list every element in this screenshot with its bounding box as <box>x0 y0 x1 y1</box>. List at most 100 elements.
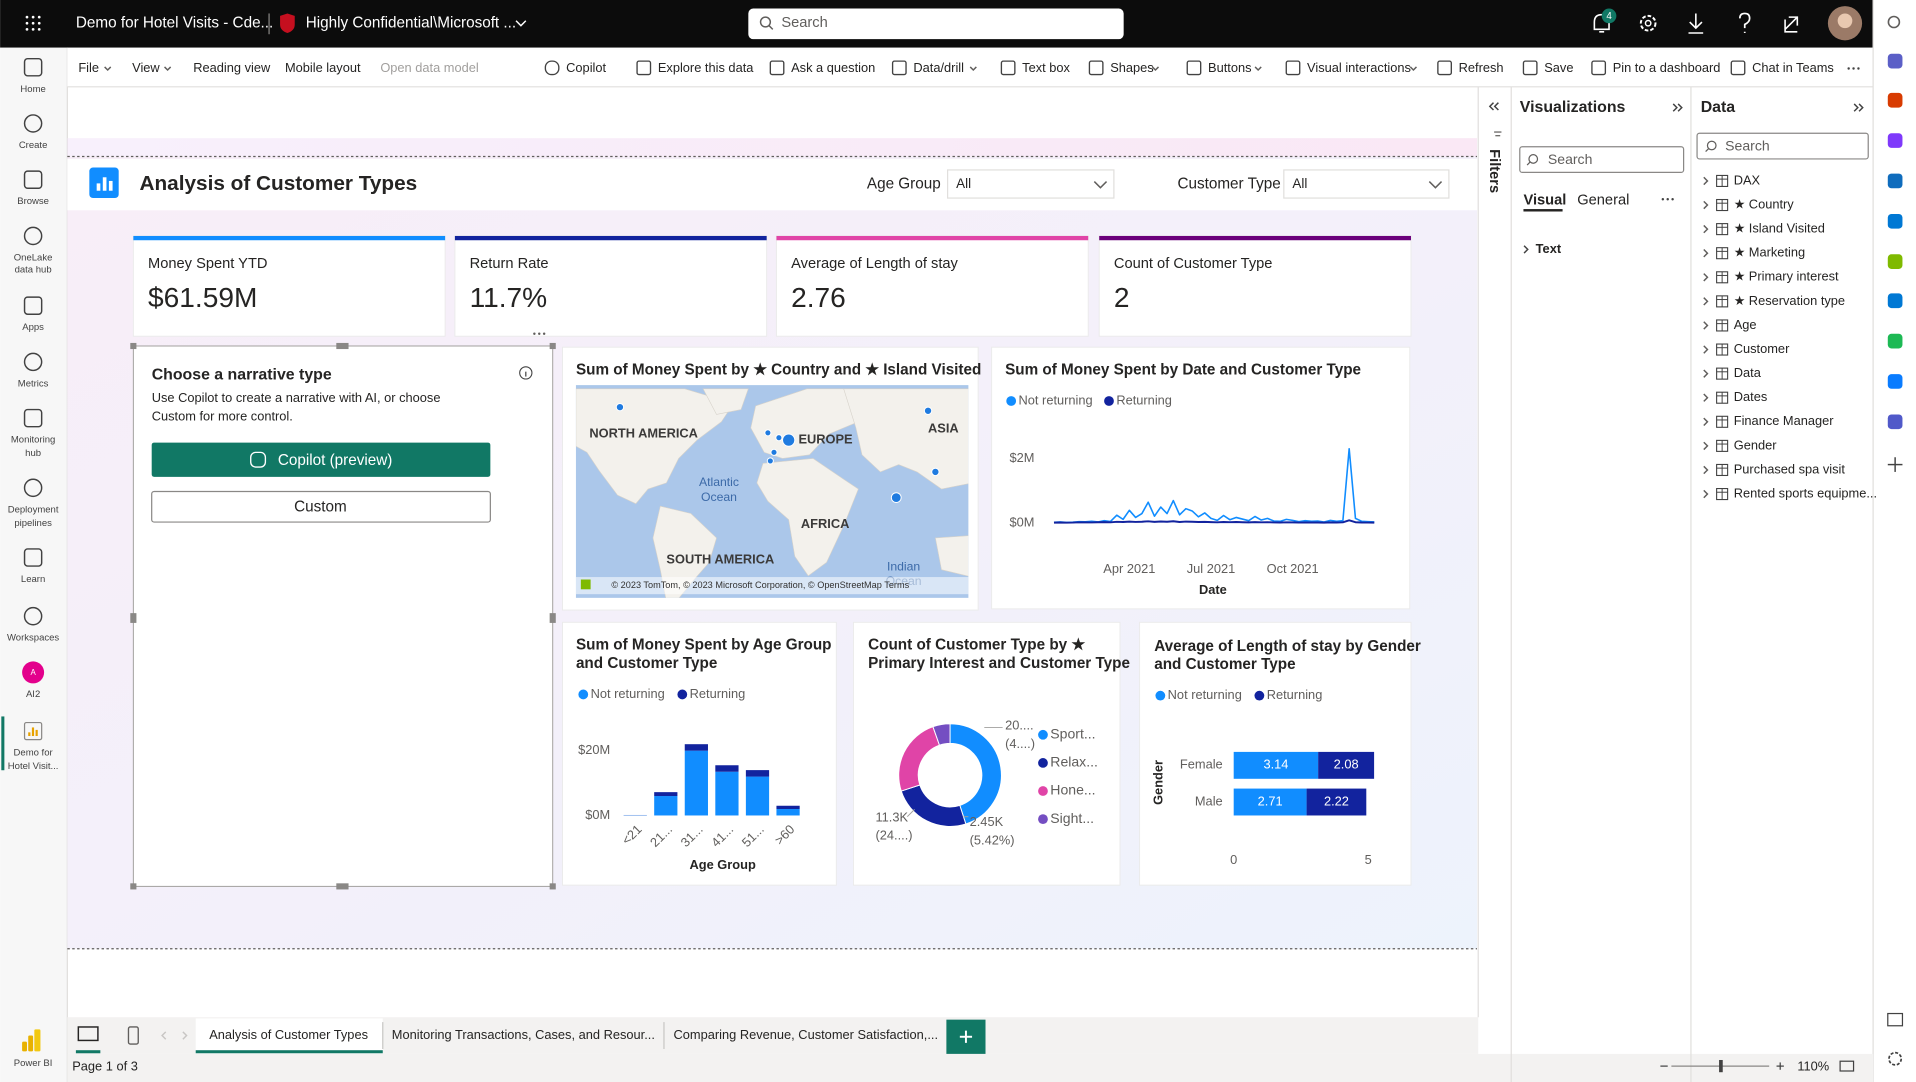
copilot-button[interactable] <box>151 442 491 477</box>
toolbar-button[interactable]: Reading view <box>193 60 271 75</box>
page-tab[interactable]: Monitoring Transactions, Cases, and Reso… <box>392 1027 655 1042</box>
app-icon[interactable] <box>1887 92 1903 108</box>
map-bubble[interactable] <box>615 402 625 412</box>
nav-icon[interactable] <box>23 226 43 246</box>
bar-segment[interactable] <box>654 796 678 816</box>
pane-search[interactable] <box>1696 132 1869 160</box>
resize-handle[interactable] <box>549 613 556 623</box>
nav-icon[interactable] <box>23 606 43 626</box>
bar-segment[interactable] <box>1233 751 1319 779</box>
resize-handle[interactable] <box>549 883 556 890</box>
nav-icon[interactable] <box>23 114 43 133</box>
filters-pane-label[interactable]: Filters <box>1486 149 1502 193</box>
map-bubble[interactable] <box>923 406 933 415</box>
bar-segment[interactable] <box>1306 788 1367 816</box>
nav-icon[interactable] <box>23 57 43 77</box>
nav-icon[interactable] <box>23 408 43 428</box>
toolbar-button[interactable]: Open data model <box>380 60 478 75</box>
page-tab[interactable]: Analysis of Customer Types <box>209 1027 368 1042</box>
bar-segment[interactable] <box>1233 788 1307 816</box>
nav-icon[interactable] <box>23 548 43 567</box>
toolbar-button[interactable]: Ask a question <box>791 60 875 75</box>
data-table[interactable]: Finance Manager <box>1734 413 1835 428</box>
custom-button[interactable] <box>151 490 491 523</box>
nav-icon[interactable] <box>23 170 43 190</box>
data-table[interactable]: ★ Island Visited <box>1734 221 1825 236</box>
resize-handle[interactable] <box>336 883 349 890</box>
data-table[interactable]: Gender <box>1734 437 1778 452</box>
share-icon[interactable] <box>1784 16 1799 33</box>
map-bubble[interactable] <box>764 429 772 437</box>
workspace-badge[interactable] <box>22 661 45 684</box>
data-table[interactable]: Age <box>1734 317 1757 332</box>
resize-handle[interactable] <box>336 342 349 350</box>
data-table[interactable]: ★ Marketing <box>1734 245 1805 260</box>
bar-segment[interactable] <box>745 770 770 777</box>
toolbar-button[interactable]: View <box>132 60 160 75</box>
toolbar-button[interactable]: Explore this data <box>658 60 754 75</box>
toolbar-button[interactable]: Copilot <box>566 60 606 75</box>
toolbar-button[interactable]: Visual interactions <box>1307 60 1411 75</box>
data-table[interactable]: Data <box>1734 365 1762 380</box>
bar-segment[interactable] <box>776 805 800 809</box>
data-table[interactable]: Dates <box>1734 389 1768 404</box>
data-table[interactable]: ★ Reservation type <box>1734 293 1845 308</box>
toolbar-button[interactable]: Refresh <box>1459 60 1504 75</box>
toolbar-button[interactable]: Pin to a dashboard <box>1613 60 1721 75</box>
bar-segment[interactable] <box>745 776 770 816</box>
bar-segment[interactable] <box>776 808 800 816</box>
donut-slice[interactable] <box>932 723 951 746</box>
map-bubble[interactable] <box>770 448 778 456</box>
data-table[interactable]: ★ Country <box>1734 196 1795 211</box>
data-table[interactable]: ★ Primary interest <box>1734 269 1839 284</box>
data-table[interactable]: Rented sports equipme... <box>1734 485 1877 500</box>
data-table[interactable]: Purchased spa visit <box>1734 461 1846 476</box>
toolbar-button[interactable]: Shapes <box>1110 60 1154 75</box>
app-icon[interactable] <box>1887 133 1903 148</box>
data-table[interactable]: Customer <box>1734 341 1790 356</box>
toolbar-button[interactable]: File <box>78 60 99 75</box>
resize-handle[interactable] <box>549 342 556 350</box>
app-icon[interactable] <box>1887 213 1903 229</box>
format-section[interactable]: Text <box>1536 241 1562 256</box>
app-icon[interactable] <box>1887 173 1903 189</box>
zoom-thumb[interactable] <box>1719 1059 1723 1073</box>
app-icon[interactable] <box>1887 414 1903 430</box>
data-table[interactable]: DAX <box>1734 172 1761 187</box>
slicer-dropdown[interactable] <box>1283 169 1450 199</box>
resize-handle[interactable] <box>130 342 137 350</box>
toolbar-button[interactable]: Chat in Teams <box>1752 60 1834 75</box>
toolbar-button[interactable]: Mobile layout <box>285 60 361 75</box>
toolbar-button[interactable]: Buttons <box>1208 60 1252 75</box>
settings-icon[interactable] <box>1639 14 1657 32</box>
pane-tab[interactable]: Visual <box>1523 192 1566 208</box>
app-icon[interactable] <box>1887 333 1903 349</box>
app-icon[interactable] <box>1887 254 1903 269</box>
bar-segment[interactable] <box>715 771 739 816</box>
bar-segment[interactable] <box>715 765 739 772</box>
map-bubble[interactable] <box>890 492 902 503</box>
nav-icon[interactable] <box>23 352 43 372</box>
download-icon[interactable] <box>1688 13 1704 34</box>
bar-segment[interactable] <box>1318 751 1375 779</box>
nav-icon[interactable] <box>23 478 43 498</box>
toolbar-button[interactable]: Data/drill <box>913 60 964 75</box>
map-bubble[interactable] <box>931 467 940 477</box>
help-icon[interactable] <box>1738 12 1751 34</box>
pane-tab[interactable]: General <box>1577 192 1629 208</box>
bar-segment[interactable] <box>684 750 708 816</box>
resize-handle[interactable] <box>130 883 137 890</box>
page-tab[interactable]: Comparing Revenue, Customer Satisfaction… <box>674 1027 939 1042</box>
map-bubble[interactable] <box>775 434 783 442</box>
resize-handle[interactable] <box>130 613 137 623</box>
map-bubble[interactable] <box>782 433 796 447</box>
nav-icon[interactable] <box>23 296 43 315</box>
mobile-view-icon[interactable] <box>127 1026 139 1045</box>
fit-page-icon[interactable] <box>1839 1060 1855 1072</box>
app-icon[interactable] <box>1887 293 1903 309</box>
search-box[interactable] <box>748 8 1124 40</box>
pane-search[interactable] <box>1519 146 1685 173</box>
bar-segment[interactable] <box>654 792 678 797</box>
app-icon[interactable] <box>1887 374 1903 389</box>
toolbar-button[interactable]: Text box <box>1022 60 1070 75</box>
